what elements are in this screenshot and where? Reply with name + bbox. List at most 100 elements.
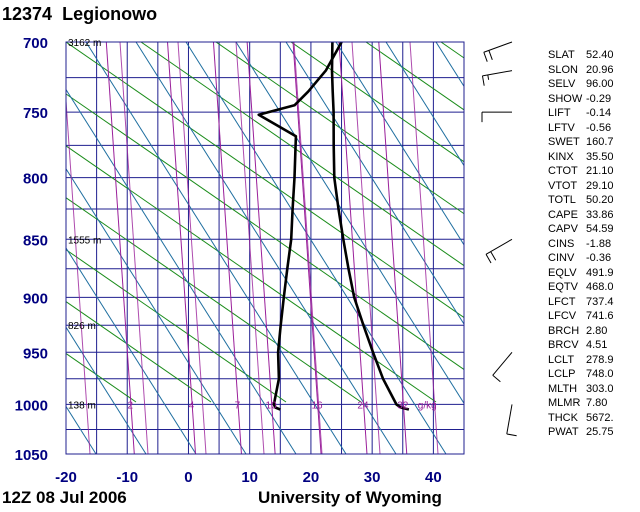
index-row-cins: CINS -1.88 xyxy=(548,237,614,252)
index-name: SHOW xyxy=(548,92,583,105)
mixing-ratio-line xyxy=(378,42,408,454)
index-name: LFTV xyxy=(548,121,575,134)
mixing-ratio-line xyxy=(105,42,135,454)
wind-barb-flag xyxy=(481,75,485,86)
mixing-ratio-line xyxy=(338,42,368,454)
pressure-tick-label: 800 xyxy=(23,171,48,188)
mixing-ratio-line xyxy=(177,42,207,454)
index-row-vtot: VTOT 29.10 xyxy=(548,179,614,194)
index-name: MLTH xyxy=(548,382,578,395)
wind-barb-flag xyxy=(492,374,501,383)
moist-adiabat xyxy=(66,326,147,454)
index-name: EQLV xyxy=(548,266,577,279)
dry-adiabat xyxy=(290,42,464,163)
mixing-ratio-line xyxy=(66,93,91,454)
wind-barb xyxy=(483,41,513,62)
wind-barb xyxy=(485,238,513,264)
moist-adiabat xyxy=(66,247,197,454)
temperature-tick-label: 20 xyxy=(303,469,320,486)
wind-barb-staff xyxy=(506,404,513,435)
dry-adiabat xyxy=(215,42,464,215)
wind-barb-staff xyxy=(492,351,513,376)
index-row-lfcv: LFCV 741.6 xyxy=(548,309,614,324)
index-name: TOTL xyxy=(548,194,576,206)
index-value: 25.75 xyxy=(586,426,614,438)
dry-adiabat xyxy=(66,197,362,403)
index-row-kinx: KINX 35.50 xyxy=(548,150,614,165)
index-value: 29.10 xyxy=(586,179,614,192)
index-value: 96.00 xyxy=(586,78,614,90)
wind-barb xyxy=(481,111,512,123)
index-name: LCLT xyxy=(548,353,575,366)
index-row-slat: SLAT 52.40 xyxy=(548,48,614,63)
index-row-capv: CAPV 54.59 xyxy=(548,222,614,237)
moist-adiabat xyxy=(66,88,297,454)
index-row-lfct: LFCT 737.4 xyxy=(548,295,614,310)
index-name: SLAT xyxy=(548,49,575,61)
index-value: 21.10 xyxy=(586,165,614,177)
index-row-swet: SWET 160.7 xyxy=(548,135,614,150)
index-value: 52.40 xyxy=(586,49,614,61)
temperature-trace xyxy=(330,42,410,411)
index-row-slon: SLON 20.96 xyxy=(548,63,614,78)
wind-barb xyxy=(506,404,517,437)
index-name: CINV xyxy=(548,252,575,264)
mixing-ratio-line xyxy=(293,42,323,454)
plot-frame xyxy=(65,41,465,455)
temperature-tick-label: 0 xyxy=(184,469,192,486)
temperature-tick-label: 40 xyxy=(425,469,442,486)
mixing-ratio-label: 32 xyxy=(397,400,409,411)
index-name: BRCH xyxy=(548,324,580,337)
index-value: 50.20 xyxy=(586,194,614,206)
dry-adiabat xyxy=(140,42,464,267)
moist-adiabat xyxy=(185,42,447,454)
wind-barb-flag xyxy=(506,433,517,437)
temperature-tick-label: 30 xyxy=(364,469,381,486)
index-name: LCLP xyxy=(548,368,576,380)
dry-adiabat xyxy=(66,301,212,403)
dry-adiabat xyxy=(66,145,437,403)
dry-adiabat xyxy=(66,93,464,371)
moist-adiabat xyxy=(335,42,464,246)
mixing-ratio-line xyxy=(246,42,276,454)
mixing-ratio-line xyxy=(468,42,496,454)
wind-barb xyxy=(481,70,513,86)
moist-adiabat xyxy=(85,42,347,454)
pressure-tick-label: 900 xyxy=(23,290,48,307)
pressure-tick-label: 950 xyxy=(23,345,48,362)
index-name: CAPV xyxy=(548,223,578,235)
index-value: -1.88 xyxy=(586,237,612,250)
pressure-tick-label: 700 xyxy=(23,35,48,52)
height-label: 826 m xyxy=(68,321,96,332)
pressure-tick-label: 750 xyxy=(23,105,48,122)
wind-barb-flag xyxy=(483,52,488,62)
index-name: THCK xyxy=(548,411,578,424)
wind-barb-flag xyxy=(485,254,492,264)
index-name: KINX xyxy=(548,150,574,163)
index-row-show: SHOW -0.29 xyxy=(548,92,614,107)
mixing-ratio-label: 16 xyxy=(311,400,323,411)
index-name: PWAT xyxy=(548,426,579,438)
index-row-lclt: LCLT 278.9 xyxy=(548,353,614,368)
index-row-pwat: PWAT 25.75 xyxy=(548,425,614,440)
index-row-thck: THCK 5672. xyxy=(548,411,614,426)
index-row-mlth: MLTH 303.0 xyxy=(548,382,614,397)
index-row-cinv: CINV -0.36 xyxy=(548,251,614,266)
dry-adiabat xyxy=(66,42,464,319)
observation-time: 12Z 08 Jul 2006 xyxy=(2,488,127,507)
index-value: 5672. xyxy=(586,411,614,424)
dry-adiabat xyxy=(66,352,137,403)
dewpoint-trace xyxy=(257,42,343,411)
wind-barb-staff xyxy=(483,41,513,53)
temperature-tick-label: -10 xyxy=(116,469,138,486)
index-value: 491.9 xyxy=(586,266,614,279)
mixing-ratio-line xyxy=(119,42,149,454)
index-value: 7.80 xyxy=(586,397,608,409)
wind-barb-flag xyxy=(488,50,493,60)
chart-title: 12374 Legionowo xyxy=(2,4,157,25)
index-name: CTOT xyxy=(548,165,578,177)
index-row-mlmr: MLMR 7.80 xyxy=(548,396,614,411)
moist-adiabat xyxy=(285,42,464,325)
pressure-tick-label: 1050 xyxy=(15,447,48,464)
